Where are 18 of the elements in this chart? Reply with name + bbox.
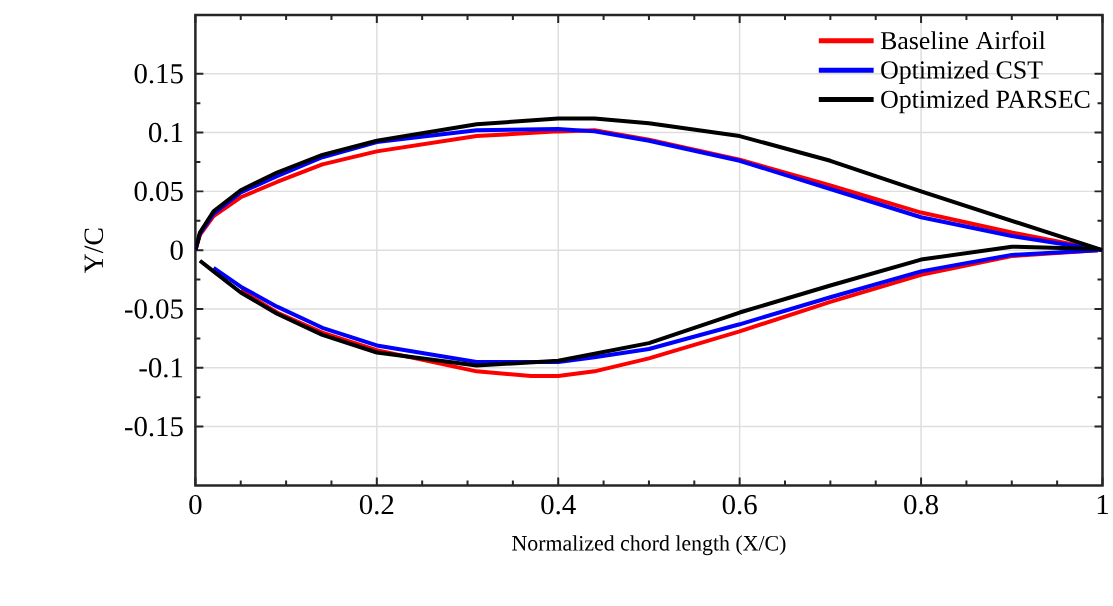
legend-label: Optimized CST xyxy=(881,60,1043,84)
x-tick-label: 0.6 xyxy=(722,494,757,515)
legend-label: Optimized PARSEC xyxy=(881,89,1090,114)
y-tick-label: -0.15 xyxy=(124,416,183,437)
x-tick-label: 0.8 xyxy=(904,494,938,515)
x-tick-label: 0.4 xyxy=(541,494,576,515)
x-tick-label: 0.2 xyxy=(359,494,394,515)
y-axis-title: Y/C xyxy=(84,228,104,274)
y-tick-label: 0.15 xyxy=(134,63,183,84)
y-tick-label: -0.05 xyxy=(124,299,183,319)
x-tick-label: 0 xyxy=(189,494,202,515)
legend-label: Baseline Airfoil xyxy=(880,30,1046,50)
y-tick-label: -0.1 xyxy=(139,358,183,378)
y-tick-label: 0.1 xyxy=(149,122,183,143)
x-axis-title: Normalized chord length (X/C) xyxy=(512,535,786,556)
y-tick-label: 0 xyxy=(170,240,183,260)
y-tick-label: 0.05 xyxy=(134,181,183,202)
x-tick-label: 1 xyxy=(1097,494,1108,514)
